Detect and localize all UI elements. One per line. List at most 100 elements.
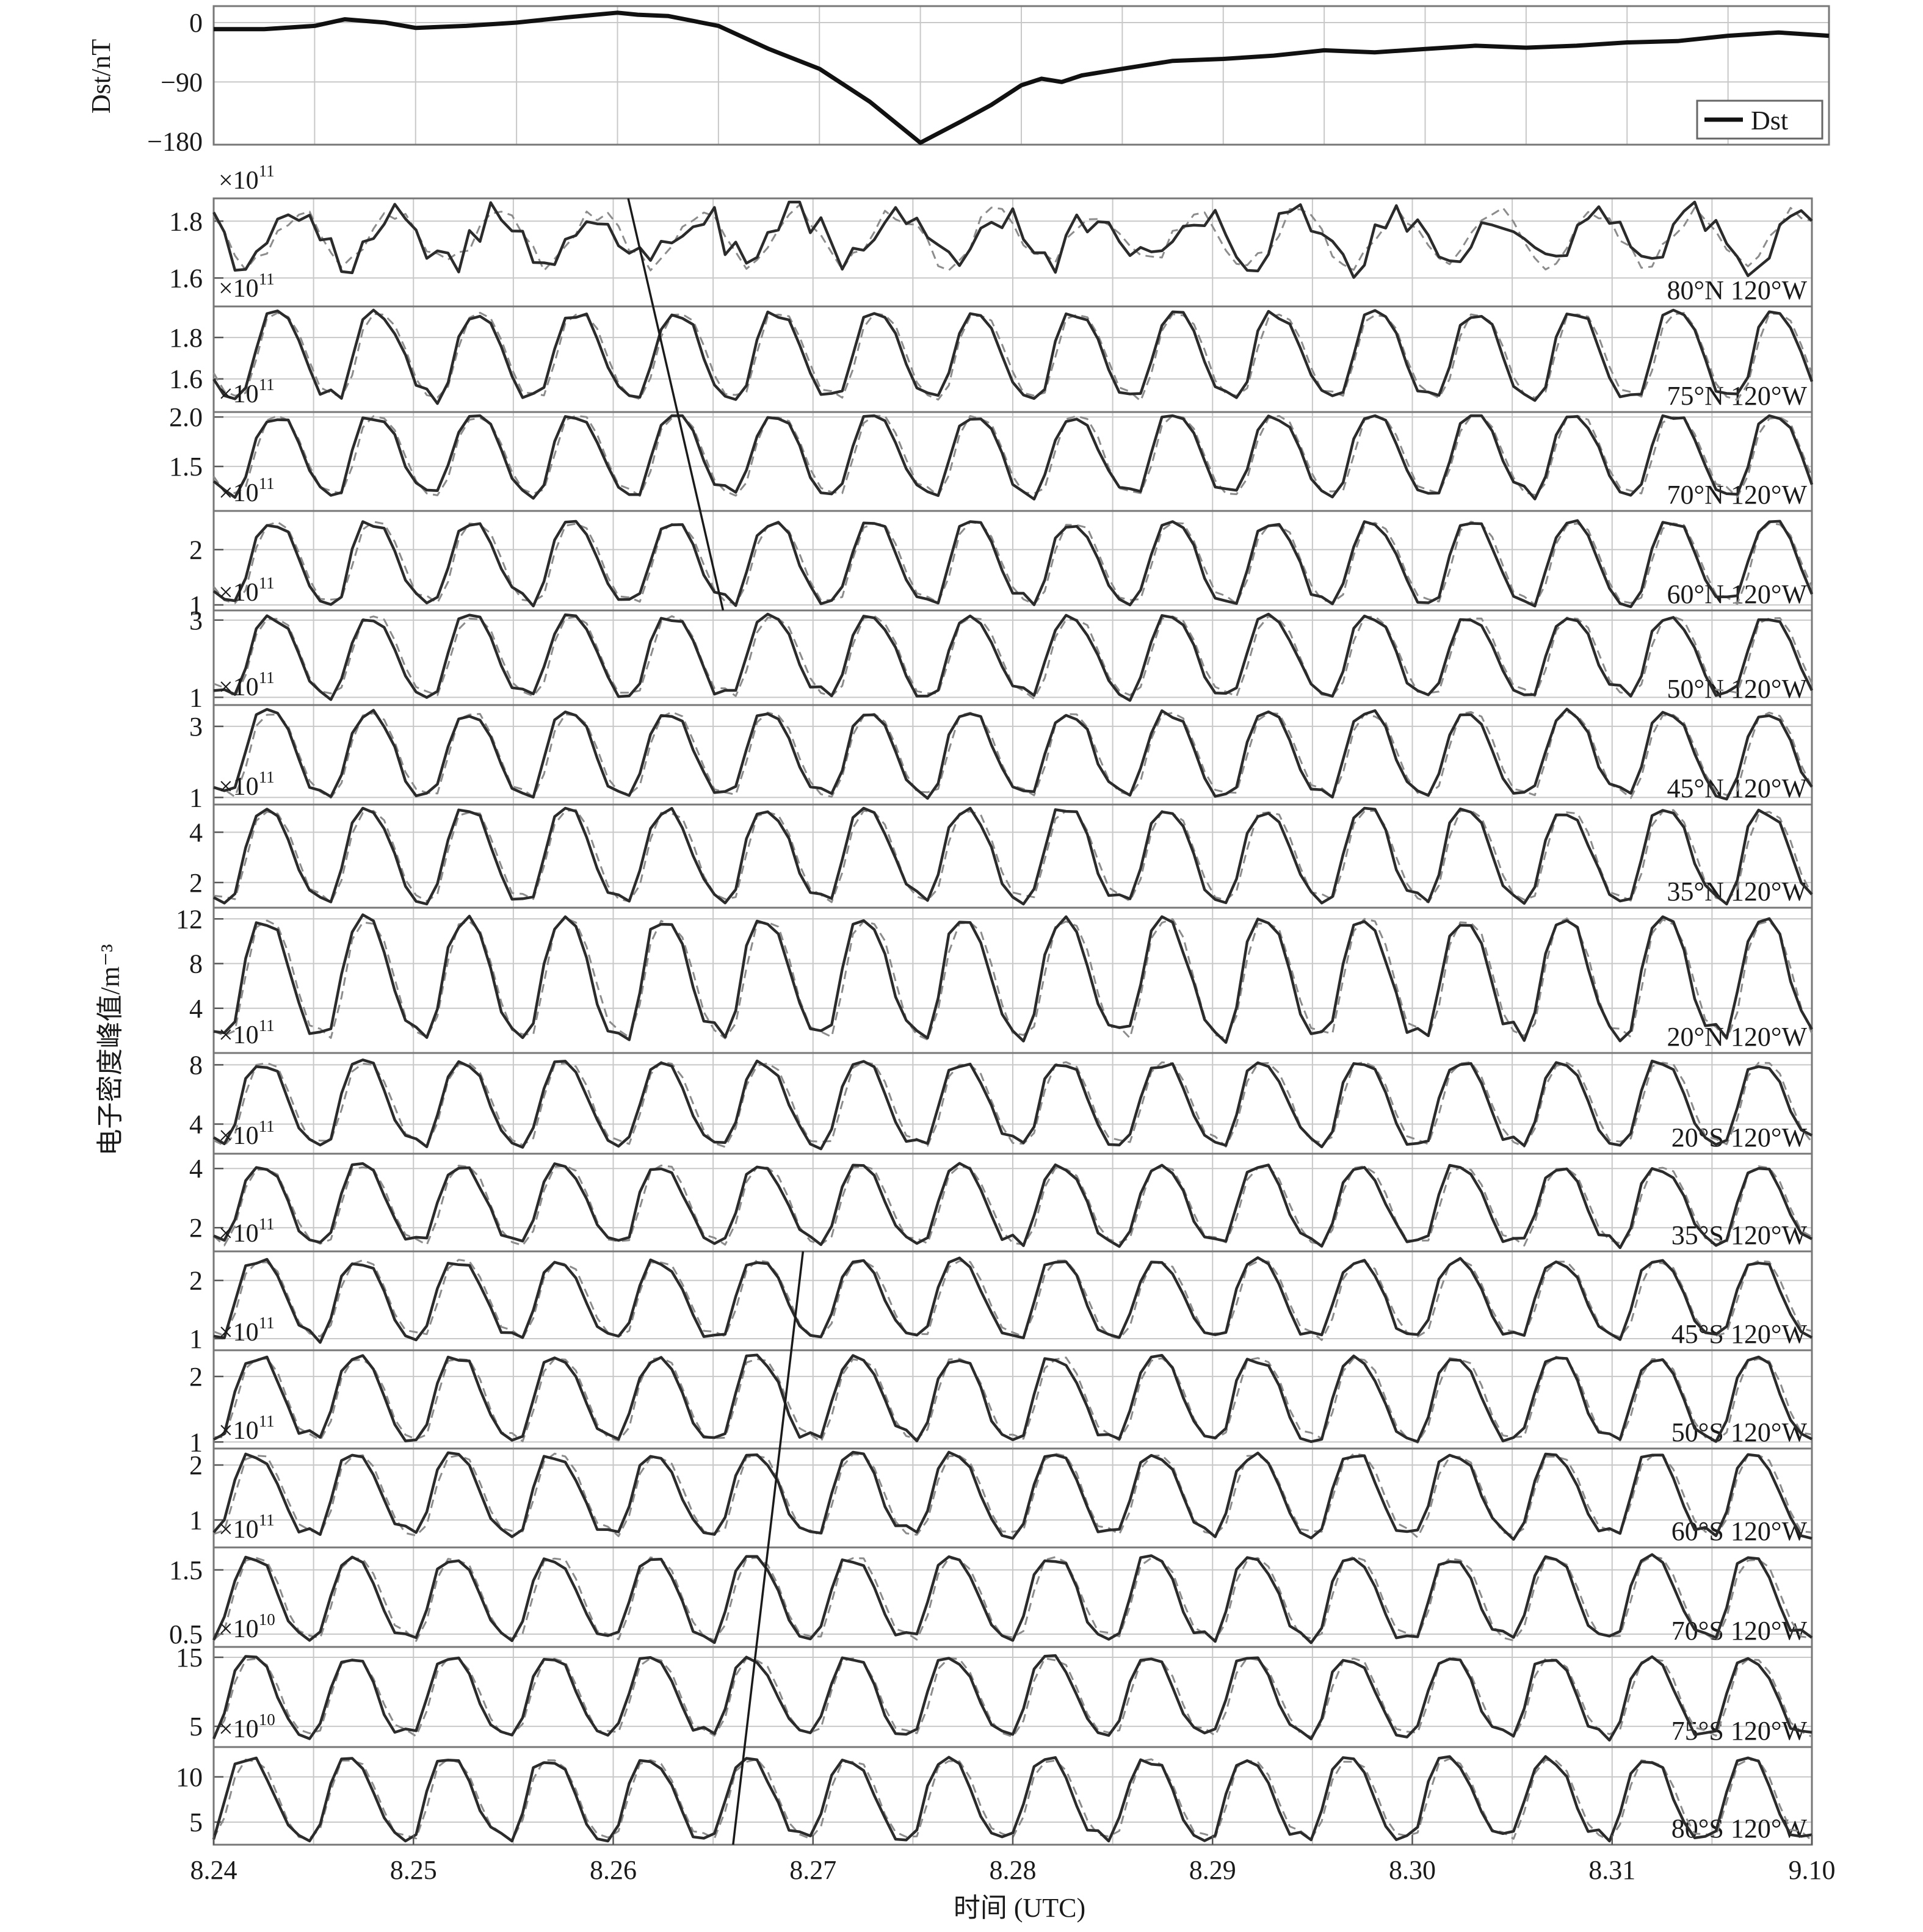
y-tick-label: 1: [189, 1427, 203, 1457]
panel-exponent: ×1011: [219, 1412, 275, 1445]
observed-series-line: [212, 1353, 1813, 1443]
exponent-value: 11: [259, 375, 275, 394]
panel-label: 20°S 120°W: [1671, 1123, 1808, 1152]
y-tick-label: 8: [189, 1050, 203, 1080]
panel-10: 2 1 45°S 120°W ×1011: [189, 1215, 1813, 1354]
observed-series-line: [213, 612, 1814, 702]
panel-exponent: ×1011: [219, 375, 275, 408]
dst-panel: 0 −90 −180 Dst/nT Dst: [86, 5, 1830, 157]
annotation-lines: [627, 198, 805, 1845]
y-tick-label: 2.0: [169, 402, 203, 432]
y-tick-label: 1: [189, 1505, 203, 1535]
exponent-value: 11: [259, 1412, 275, 1430]
y-tick-label: 4: [189, 994, 203, 1024]
panel-1: 1.8 1.6 75°N 120°W ×1011: [169, 270, 1814, 413]
panel-9: 4 2 35°S 120°W ×1011: [189, 1117, 1813, 1253]
dst-legend: Dst: [1696, 99, 1823, 140]
y-tick-label: 3: [189, 606, 203, 635]
panel-exponent: ×1011: [219, 1016, 275, 1049]
x-tick-label: 8.25: [390, 1855, 437, 1885]
x-tick-label: 8.30: [1389, 1855, 1436, 1885]
dst-axis-label: Dst/nT: [86, 39, 116, 114]
legend-entry-dst: Dst: [1751, 106, 1788, 136]
dst-tick-label: −90: [161, 67, 203, 97]
y-tick-label: 1: [189, 783, 203, 812]
panel-exponent: ×1011: [219, 474, 275, 507]
modeled-series-line: [212, 1656, 1813, 1738]
x-axis: 8.24 8.25 8.26 8.27 8.28 8.29 8.30 8.31 9.10: [190, 1835, 1836, 1885]
dst-tick-label: −180: [147, 127, 203, 157]
panel-label: 35°S 120°W: [1671, 1220, 1808, 1250]
y-tick-label: 1.5: [169, 452, 203, 482]
panel-label: 45°S 120°W: [1671, 1319, 1808, 1349]
y-tick-label: 2: [189, 868, 203, 898]
exponent-value: 11: [259, 1314, 275, 1332]
x-tick-label: 8.24: [190, 1855, 237, 1885]
y-tick-label: 1.8: [169, 323, 203, 353]
panel-15: 105 80°S 120°W×1010: [176, 1710, 1813, 1846]
y-tick-label: 2: [189, 1213, 203, 1243]
dst-tick-label: 0: [189, 8, 203, 38]
y-tick-label: 1: [189, 1324, 203, 1354]
y-tick-label: 15: [176, 1643, 203, 1673]
panel-exponent: ×1011: [219, 1314, 275, 1347]
modeled-series-line: [213, 809, 1813, 903]
panel-4: 31 50°N 120°W×1011: [189, 574, 1814, 712]
modeled-series-line: [213, 1061, 1813, 1148]
observed-series-line: [212, 414, 1814, 501]
y-tick-label: 1.6: [169, 364, 203, 394]
x-tick-label: 9.10: [1789, 1855, 1836, 1885]
y-axis-label: 电子密度峰值/m⁻³: [95, 944, 125, 1156]
exponent-value: 11: [259, 768, 275, 786]
exponent-value: 11: [259, 1016, 275, 1035]
panel-0: 1.8 1.6 80°N 120°W ×1011: [169, 162, 1813, 308]
observed-series-line: [212, 308, 1814, 405]
dst-frame: [212, 5, 1830, 146]
panel-exponent: ×1011: [219, 162, 275, 195]
panel-exponent: ×1011: [219, 1215, 275, 1248]
observed-series-line: [212, 1058, 1813, 1151]
x-tick-label: 8.27: [789, 1855, 836, 1885]
modeled-series-line: [212, 521, 1813, 606]
observed-series-line: [212, 1553, 1813, 1644]
y-tick-label: 4: [189, 1154, 203, 1184]
exponent-value: 10: [259, 1610, 275, 1629]
y-tick-label: 2: [189, 1450, 203, 1480]
observed-series-line: [212, 1450, 1813, 1541]
y-tick-label: 0.5: [169, 1619, 203, 1649]
y-tick-label: 4: [189, 817, 203, 847]
propagation-line: [627, 198, 725, 611]
x-axis-label: 时间 (UTC): [954, 1893, 1085, 1923]
panel-11: 21 50°S 120°W×1011: [189, 1314, 1813, 1457]
y-tick-label: 10: [176, 1762, 203, 1792]
observed-series-line: [213, 913, 1813, 1044]
observed-series-line: [213, 707, 1813, 801]
y-tick-label: 4: [189, 1109, 203, 1139]
panel-exponent: ×1011: [219, 668, 275, 701]
observed-series-line: [213, 1162, 1813, 1250]
panel-exponent: ×1011: [219, 270, 275, 303]
panel-exponent: ×1010: [219, 1610, 275, 1643]
modeled-series-line: [212, 203, 1813, 272]
dst-series-line: [214, 10, 1830, 145]
x-tick-label: 8.31: [1588, 1855, 1635, 1885]
panel-8: 8 4 20°S 120°W ×1011: [189, 1016, 1813, 1155]
panel-14: 155 75°S 120°W×1010: [176, 1610, 1813, 1748]
panel-2: 2.01.570°N 120°W×1011: [169, 375, 1814, 512]
exponent-value: 11: [259, 474, 275, 493]
y-tick-label: 2: [189, 1266, 203, 1296]
x-tick-label: 8.26: [590, 1855, 637, 1885]
panel-12: 21 60°S 120°W×1011: [189, 1412, 1813, 1549]
y-tick-label: 1.6: [169, 263, 203, 293]
y-tick-label: 1: [189, 590, 203, 620]
y-tick-label: 5: [189, 1807, 203, 1837]
panel-5: 31 45°N 120°W×1011: [189, 668, 1813, 812]
observed-series-line: [212, 200, 1813, 279]
y-tick-label: 2: [189, 535, 203, 565]
panel-label: 75°N 120°W: [1667, 381, 1808, 411]
exponent-value: 11: [259, 270, 275, 288]
modeled-series-line: [213, 917, 1813, 1041]
observed-series-line: [212, 806, 1813, 906]
panel-exponent: ×1011: [219, 768, 275, 801]
